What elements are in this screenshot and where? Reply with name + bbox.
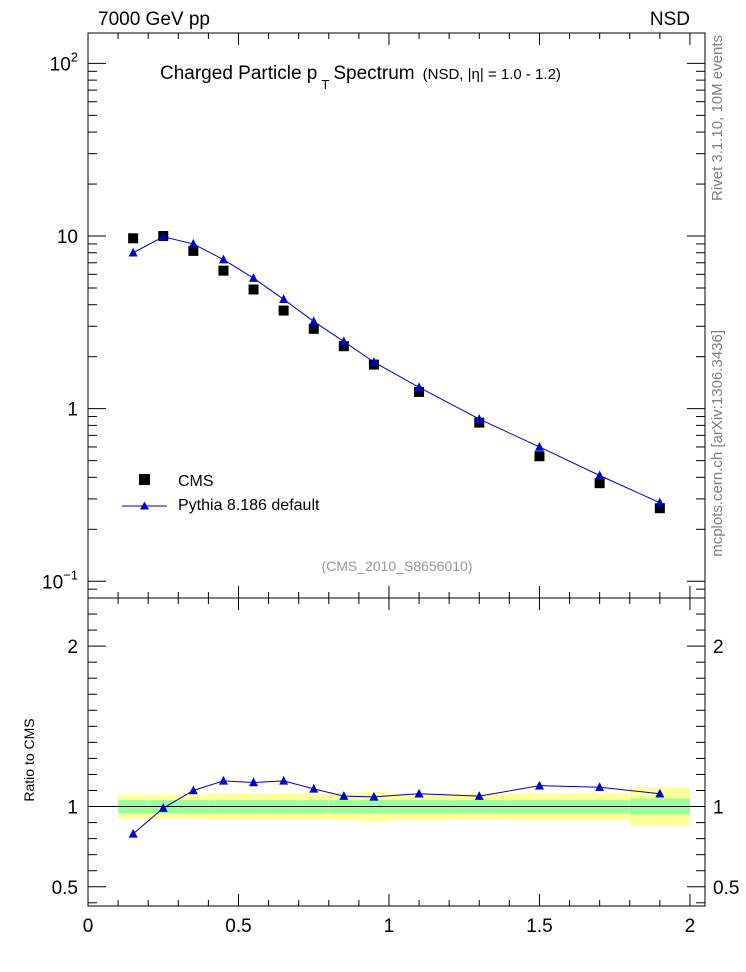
ratio-y-tick-label: 1 <box>67 798 78 819</box>
ratio-point <box>218 775 228 785</box>
x-tick-label: 0.5 <box>225 916 251 937</box>
cms-point <box>278 305 289 316</box>
side-label-mcplots: mcplots.cern.ch [arXiv:1306.3436] <box>709 330 726 557</box>
legend-cms-marker <box>139 474 150 485</box>
ratio-point <box>158 803 168 812</box>
title-subscript: T <box>321 77 329 92</box>
y-tick-label: 1 <box>67 400 78 421</box>
ratio-point <box>188 785 198 795</box>
header-process: NSD <box>650 9 690 30</box>
cms-point <box>218 265 229 276</box>
y-tick-label: 102 <box>50 49 78 75</box>
cms-point <box>308 323 319 334</box>
pythia-point <box>339 336 349 346</box>
legend: CMS Pythia 8.186 default <box>122 473 320 514</box>
ratio-point <box>534 780 544 790</box>
pythia-point <box>309 316 319 326</box>
ratio-point <box>128 828 138 838</box>
title-rest: Spectrum <box>333 63 414 84</box>
y-tick-label-base: 1 <box>67 400 78 421</box>
pythia-point <box>249 273 259 282</box>
cms-point <box>534 451 545 462</box>
x-tick-label: 1 <box>384 916 395 937</box>
pythia-point <box>655 497 665 507</box>
x-tick-label: 1.5 <box>526 916 552 937</box>
cms-point <box>414 386 425 397</box>
y-tick-label-base: 10 <box>42 572 63 593</box>
pythia-line <box>132 236 661 504</box>
ratio-line <box>132 780 660 835</box>
ratio-point <box>595 782 605 792</box>
pythia-point <box>128 247 138 257</box>
title-note: (NSD, |η| = 1.0 - 1.2) <box>423 66 561 83</box>
legend-pythia-marker <box>140 501 149 510</box>
cms-point <box>248 284 259 295</box>
x-tick-label: 2 <box>685 916 696 937</box>
analysis-id: (CMS_2010_S8656010) <box>322 558 473 574</box>
y-tick-label-base: 10 <box>57 227 78 248</box>
pythia-point <box>595 470 605 480</box>
ratio-point <box>655 788 665 798</box>
ratio-y-tick-label-right: 0.5 <box>713 878 739 899</box>
pythia-point <box>369 357 379 366</box>
y-tick-label-exponent: −1 <box>63 567 78 582</box>
ratio-point <box>474 791 484 800</box>
ratio-point <box>279 775 289 785</box>
ratio-y-tick-label-right: 1 <box>713 798 724 819</box>
ratio-point <box>339 791 349 800</box>
ratio-point <box>369 791 379 801</box>
cms-point <box>338 341 349 352</box>
pythia-point <box>218 254 228 264</box>
pythia-point <box>188 238 198 248</box>
ratio-y-tick-label: 2 <box>67 637 78 658</box>
legend-cms-label: CMS <box>178 473 214 490</box>
pythia-point <box>534 441 544 451</box>
side-label-rivet: Rivet 3.1.10, 10M events <box>709 35 726 201</box>
ratio-frame <box>87 597 706 907</box>
pythia-point <box>414 382 424 392</box>
y-tick-label: 10 <box>57 227 78 248</box>
y-tick-label: 10−1 <box>42 567 78 593</box>
ratio-point <box>309 783 319 793</box>
chart-title: Charged Particle p T Spectrum (NSD, |η| = 1… <box>160 63 561 92</box>
cms-point <box>188 245 199 256</box>
ratio-y-tick-label-right: 2 <box>713 637 724 658</box>
pythia-point <box>279 294 289 304</box>
cms-point <box>128 233 139 244</box>
title-main: Charged Particle p <box>160 63 317 84</box>
data-series <box>128 231 665 838</box>
legend-pythia-label: Pythia 8.186 default <box>178 497 320 514</box>
ratio-ylabel: Ratio to CMS <box>21 718 37 801</box>
y-tick-label-base: 10 <box>50 54 71 75</box>
header-energy: 7000 GeV pp <box>98 9 210 30</box>
pythia-point <box>474 414 484 423</box>
ratio-y-tick-label: 0.5 <box>52 878 78 899</box>
ratio-point <box>414 788 424 798</box>
y-tick-label-exponent: 2 <box>71 49 78 64</box>
cms-point <box>594 478 605 489</box>
x-tick-label: 0 <box>83 916 94 937</box>
cms-point <box>654 503 665 514</box>
ratio-point <box>249 777 259 787</box>
pythia-point <box>158 231 168 241</box>
